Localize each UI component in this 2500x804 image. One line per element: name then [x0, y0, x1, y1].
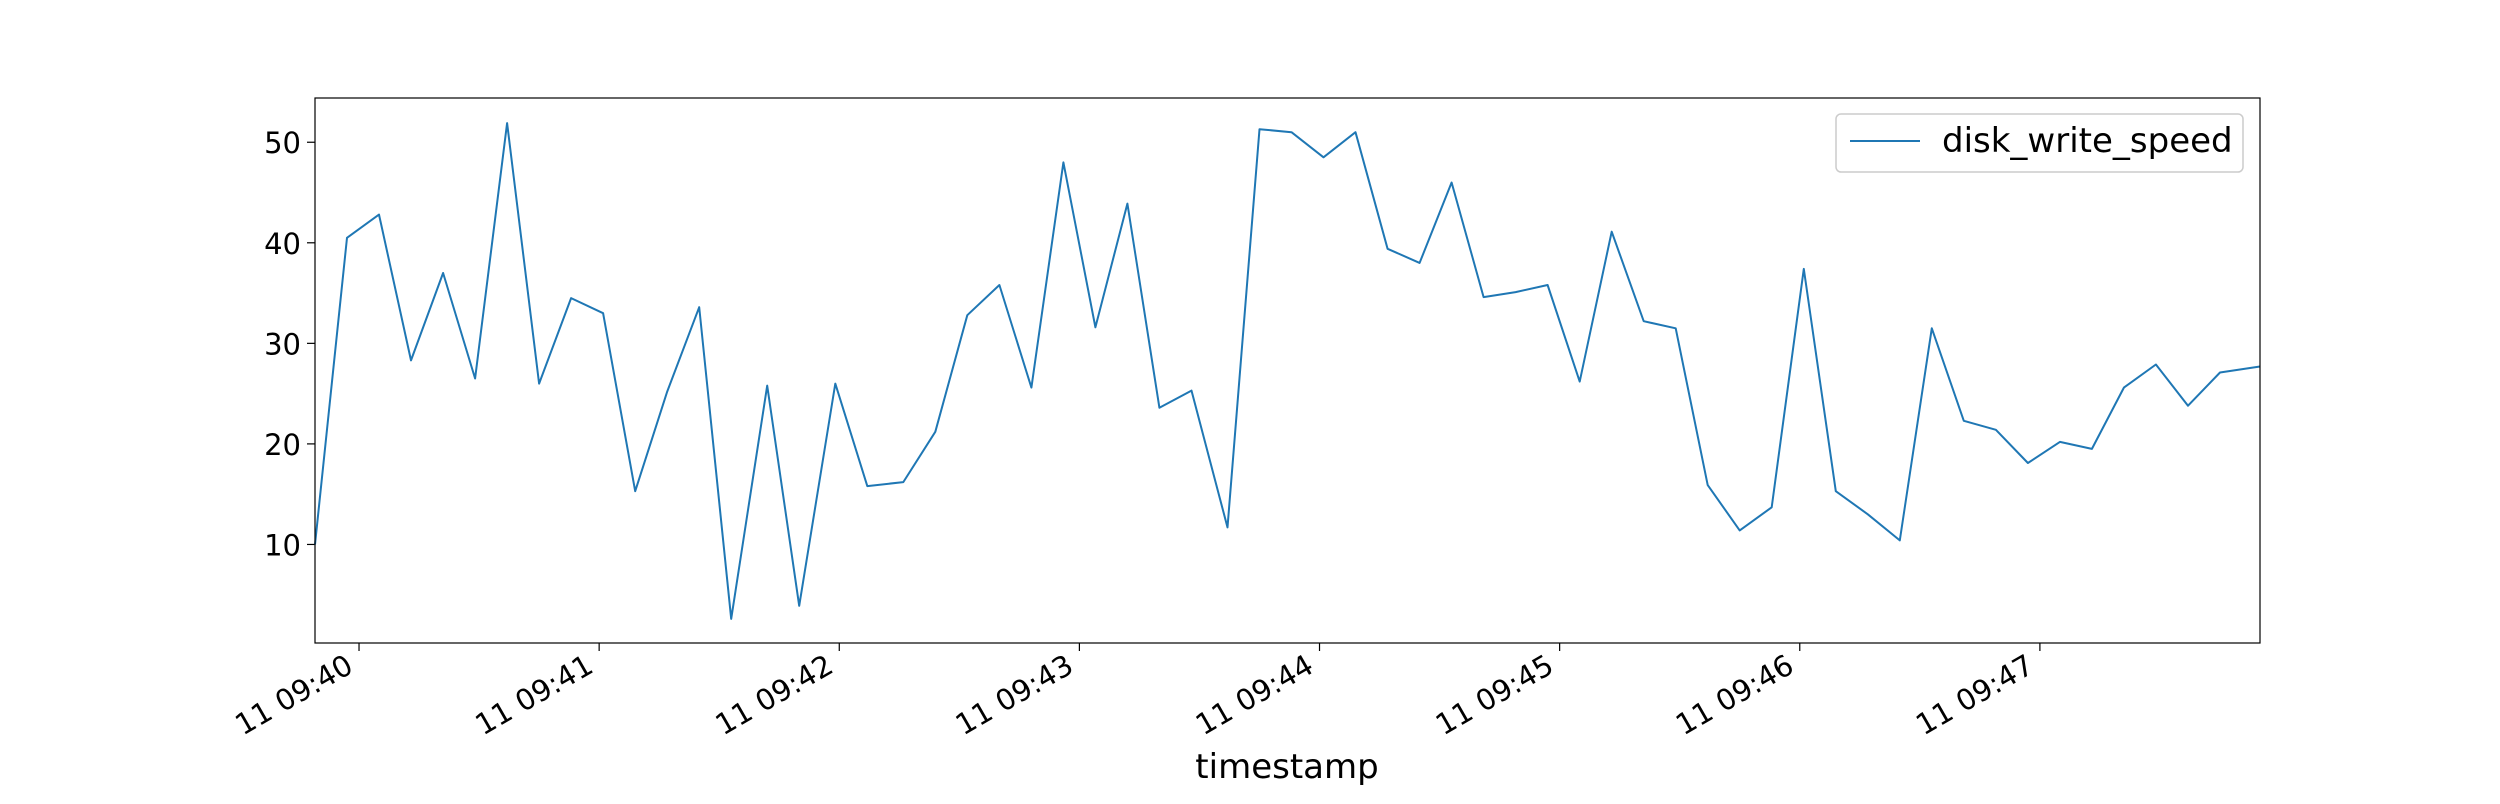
plot-frame [314, 97, 2261, 644]
legend-box [1835, 113, 2244, 173]
y-tick-label: 20 [264, 428, 301, 462]
x-tick-label: 11 09:46 [1670, 648, 1799, 742]
x-axis-label: timestamp [1195, 747, 1378, 787]
x-tick-label: 11 09:41 [469, 648, 598, 742]
y-tick-label: 50 [264, 126, 301, 160]
x-tick-label: 11 09:42 [709, 648, 838, 742]
y-tick-label: 30 [264, 327, 301, 361]
x-tick-label: 11 09:40 [229, 648, 358, 742]
series-line-disk-write-speed [314, 122, 2261, 620]
legend-label-disk-write-speed: disk_write_speed [1942, 121, 2233, 161]
plot-area [315, 98, 2260, 643]
legend: disk_write_speed [1835, 113, 2244, 173]
x-tick-label: 11 09:44 [1190, 648, 1319, 742]
y-axis: 10 20 30 40 50 [264, 126, 315, 562]
x-axis: 11 09:40 11 09:41 11 09:42 11 09:43 11 09:44… [229, 643, 2041, 742]
x-tick-label: 11 09:45 [1430, 648, 1559, 742]
x-tick-label: 11 09:47 [1910, 648, 2039, 742]
series-layer [314, 122, 2261, 620]
x-tick-label: 11 09:43 [950, 648, 1079, 742]
y-tick-label: 40 [264, 227, 301, 261]
y-tick-label: 10 [264, 528, 301, 562]
